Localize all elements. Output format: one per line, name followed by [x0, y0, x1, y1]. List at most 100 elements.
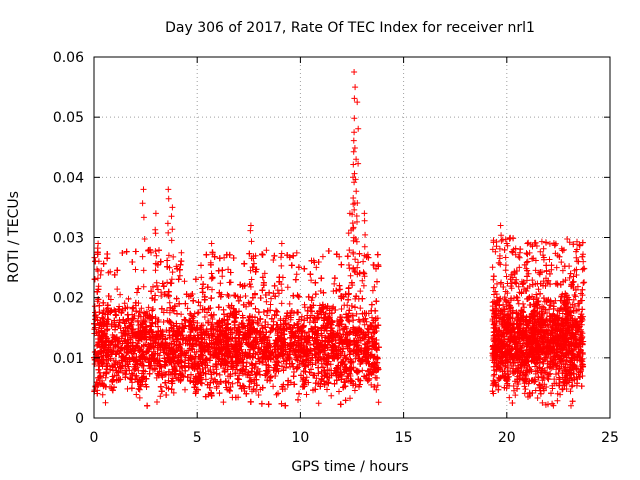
data-point — [255, 392, 262, 398]
data-point — [308, 277, 315, 284]
data-point — [97, 271, 104, 278]
data-point — [245, 299, 252, 306]
data-point — [195, 309, 202, 316]
data-point — [263, 247, 270, 254]
data-point — [374, 382, 381, 389]
data-point — [145, 304, 152, 311]
data-point — [270, 383, 277, 390]
data-point — [357, 288, 364, 295]
data-point — [107, 268, 114, 275]
data-point — [208, 270, 215, 277]
data-point — [270, 257, 277, 263]
data-point — [204, 309, 210, 316]
data-point — [111, 372, 118, 379]
data-point — [124, 385, 131, 392]
data-point — [163, 384, 170, 391]
data-point — [347, 395, 353, 402]
data-point — [293, 271, 300, 278]
data-point — [160, 309, 167, 316]
data-point — [371, 283, 378, 290]
data-point — [369, 314, 375, 321]
data-point — [368, 381, 375, 388]
data-point — [201, 314, 208, 320]
data-point — [359, 367, 366, 374]
data-point — [216, 371, 223, 378]
data-point — [344, 302, 351, 309]
data-point — [301, 301, 308, 308]
data-point — [308, 297, 315, 304]
data-point — [328, 392, 335, 399]
data-point — [263, 298, 270, 305]
data-point — [261, 270, 268, 277]
data-point — [315, 400, 322, 407]
data-point — [298, 313, 305, 320]
data-point — [353, 310, 360, 317]
data-point — [221, 254, 228, 261]
data-point — [229, 380, 236, 387]
data-point — [102, 374, 109, 381]
data-point — [178, 249, 185, 256]
data-point — [347, 272, 354, 279]
data-point — [170, 389, 177, 396]
data-points — [91, 69, 588, 409]
data-point — [176, 272, 183, 279]
data-point — [284, 284, 291, 291]
data-point — [181, 278, 188, 285]
data-point — [217, 280, 224, 287]
data-point — [286, 300, 293, 307]
data-point — [231, 292, 238, 299]
data-point — [274, 365, 281, 372]
data-point — [237, 294, 244, 301]
data-point — [352, 382, 359, 389]
data-point — [133, 391, 140, 398]
data-point — [355, 259, 361, 266]
data-point — [202, 376, 209, 383]
data-point — [251, 260, 257, 267]
data-point — [352, 295, 359, 302]
data-point — [278, 300, 285, 307]
data-point — [197, 302, 204, 309]
data-point — [157, 393, 164, 400]
data-point — [268, 295, 275, 302]
data-point — [136, 394, 143, 401]
data-point — [220, 399, 227, 406]
data-point — [91, 303, 98, 310]
data-point — [129, 372, 136, 378]
data-point — [158, 289, 165, 296]
data-point — [219, 273, 226, 280]
data-point — [276, 290, 282, 297]
data-point — [210, 363, 216, 370]
data-point — [375, 399, 382, 406]
data-point — [117, 291, 124, 298]
data-point — [265, 321, 271, 328]
data-point — [273, 391, 280, 398]
data-point — [178, 311, 185, 318]
data-point — [331, 280, 338, 287]
data-point — [174, 347, 181, 354]
data-point — [256, 331, 263, 338]
data-point — [209, 316, 216, 322]
data-point — [267, 301, 274, 308]
chart-title: Day 306 of 2017, Rate Of TEC Index for r… — [165, 20, 535, 36]
data-point — [264, 312, 270, 319]
data-point — [319, 253, 326, 260]
data-point — [369, 287, 376, 294]
data-point — [255, 356, 262, 363]
data-point — [133, 343, 139, 350]
data-point — [134, 289, 140, 296]
data-point — [134, 318, 141, 325]
data-point — [182, 386, 188, 393]
data-point — [287, 316, 294, 323]
data-point — [198, 274, 205, 281]
data-point — [99, 391, 106, 398]
data-point — [138, 305, 145, 312]
data-point — [129, 305, 136, 312]
data-point — [225, 266, 232, 273]
data-point — [371, 262, 377, 269]
data-point — [255, 321, 262, 327]
data-point — [293, 249, 300, 256]
data-point — [357, 305, 364, 312]
data-point — [114, 286, 121, 293]
data-point — [360, 258, 367, 265]
